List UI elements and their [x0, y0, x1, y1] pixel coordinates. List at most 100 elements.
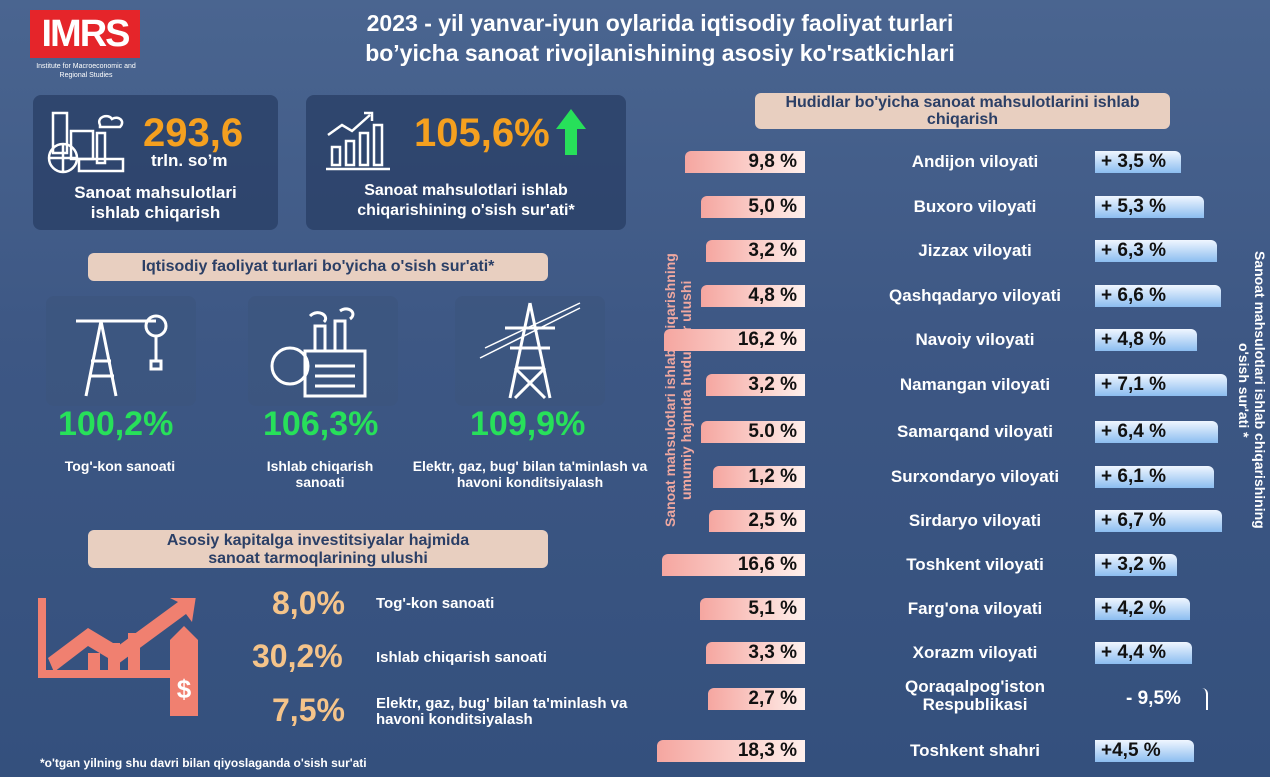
footnote: *o'tgan yilning shu davri bilan qiyoslag…: [40, 756, 367, 770]
growth-bar: + 6,6 %: [1095, 285, 1221, 307]
growth-bar: + 3,5 %: [1095, 151, 1181, 173]
growth-bar: + 3,2 %: [1095, 554, 1177, 576]
investment-growth-icon: $: [38, 598, 198, 716]
power-tower-icon: [479, 302, 581, 400]
growth-bar: + 5,3 %: [1095, 196, 1204, 218]
title-line: Asosiy kapitalga investitsiyalar hajmida: [166, 532, 470, 549]
oil-pump-icon: [76, 314, 168, 397]
region-name: Navoiy viloyati: [915, 330, 1035, 349]
invest-power-value: 7,5%: [272, 692, 345, 728]
region-name: Farg'ona viloyati: [907, 599, 1043, 618]
mining-icon-tile: [46, 296, 196, 406]
dollar-icon: $: [177, 674, 192, 704]
region-name: Namangan viloyati: [899, 375, 1051, 394]
label-line: ishlab chiqarish: [90, 203, 221, 222]
invest-mining-label: Tog'-kon sanoati: [376, 595, 495, 612]
growth-bar: - 9,5%: [1120, 688, 1208, 710]
region-name: Sirdaryo viloyati: [908, 511, 1042, 530]
share-bar: 3,2 %: [706, 374, 805, 396]
kpi-growth-value: 105,6%: [414, 111, 550, 155]
region-row: 1,2 % Surxondaryo viloyati + 6,1 %: [680, 466, 1240, 490]
share-bar: 3,2 %: [706, 240, 805, 262]
invest-mining-value: 8,0%: [272, 585, 345, 621]
factory-icon: [47, 111, 125, 174]
region-row: 5.0 % Samarqand viloyati + 6,4 %: [680, 421, 1240, 445]
chart-title: Hudidlar bo'yicha sanoat mahsulotlarini …: [755, 93, 1170, 129]
growth-bar: +4,5 %: [1095, 740, 1194, 762]
growth-bar: + 4,2 %: [1095, 598, 1190, 620]
growth-bar: + 6,3 %: [1095, 240, 1217, 262]
region-row: 5,1 % Farg'ona viloyati + 4,2 %: [680, 598, 1240, 622]
page-title: 2023 - yil yanvar-iyun oylarida iqtisodi…: [240, 8, 1080, 68]
region-row: 9,8 % Andijon viloyati + 3,5 %: [680, 151, 1240, 175]
share-bar: 16,6 %: [662, 554, 805, 576]
share-bar: 18,3 %: [656, 740, 805, 762]
region-row: 4,8 % Qashqadaryo viloyati + 6,6 %: [680, 285, 1240, 309]
region-name: Samarqand viloyati: [897, 422, 1053, 441]
region-row: 18,3 % Toshkent shahri +4,5 %: [656, 740, 1240, 764]
kpi-production-label: Sanoat mahsulotlari ishlab chiqarish: [33, 183, 278, 223]
region-name: Xorazm viloyati: [912, 643, 1038, 662]
share-bar: 5.0 %: [700, 421, 805, 443]
kpi-production-card: 293,6 trln. so’m Sanoat mahsulotlari ishl…: [33, 95, 278, 230]
growth-bar: + 6,4 %: [1095, 421, 1219, 443]
share-bar: 2,7 %: [708, 688, 805, 710]
region-name: Jizzax viloyati: [918, 241, 1032, 260]
share-bar: 9,8 %: [684, 151, 805, 173]
growth-chart-icon: [326, 111, 390, 171]
power-label: Elektr, gaz, bug' bilan ta'minlash va ha…: [412, 458, 648, 490]
share-bar: 2,5 %: [708, 510, 805, 532]
kpi-growth-label: Sanoat mahsulotlari ishlab chiqarishining…: [306, 181, 626, 221]
region-row: 16,6 % Toshkent viloyati + 3,2 %: [662, 554, 1240, 578]
power-growth-value: 109,9%: [470, 405, 586, 443]
region-name: Toshkent viloyati: [906, 555, 1044, 574]
region-name: Qoraqalpog'iston Respublikasi: [904, 677, 1046, 714]
label-line: chiqarishining o'sish sur'ati*: [357, 202, 575, 219]
growth-section-title: Iqtisodiy faoliyat turlari bo'yicha o'si…: [88, 253, 548, 281]
kpi-growth-card: 105,6% Sanoat mahsulotlari ishlab chiqari…: [306, 95, 626, 230]
region-row: 2,5 % Sirdaryo viloyati + 6,7 %: [680, 510, 1240, 534]
label-line: Sanoat mahsulotlari: [74, 183, 237, 202]
invest-manufacturing-value: 30,2%: [252, 638, 343, 674]
region-name: Andijon viloyati: [911, 152, 1039, 171]
region-row: 3,2 % Namangan viloyati + 7,1 %: [680, 374, 1240, 398]
share-bar: 16,2 %: [663, 329, 805, 351]
share-bar: 4,8 %: [701, 285, 805, 307]
growth-bar: + 6,7 %: [1095, 510, 1223, 532]
power-icon-tile: [455, 296, 605, 406]
growth-bar: + 7,1 %: [1095, 374, 1228, 396]
mining-growth-value: 100,2%: [58, 405, 174, 443]
share-bar: 5,0 %: [700, 196, 805, 218]
invest-section-title: Asosiy kapitalga investitsiyalar hajmida…: [88, 530, 548, 568]
share-bar: 3,3 %: [706, 642, 805, 664]
growth-bar: + 6,1 %: [1095, 466, 1215, 488]
label-line: Sanoat mahsulotlari ishlab: [364, 182, 568, 199]
arrow-up-icon: [556, 109, 586, 155]
kpi-production-unit: trln. so’m: [151, 151, 228, 170]
share-bar: 5,1 %: [700, 598, 805, 620]
logo-subtitle: Institute for Macroeconomic and Regional…: [36, 63, 136, 79]
region-name: Qashqadaryo viloyati: [889, 286, 1061, 305]
factory-gear-icon: [270, 307, 367, 398]
manufacturing-growth-value: 106,3%: [263, 405, 379, 443]
region-name: Toshkent shahri: [909, 741, 1041, 760]
mining-label: Tog'-kon sanoati: [64, 458, 176, 474]
region-name: Buxoro viloyati: [913, 197, 1037, 216]
title-line: sanoat tarmoqlarining ulushi: [208, 550, 428, 567]
title-line1: 2023 - yil yanvar-iyun oylarida iqtisodi…: [366, 10, 954, 36]
region-row: 16,2 % Navoiy viloyati + 4,8 %: [663, 329, 1240, 353]
title-line2: bo’yicha sanoat rivojlanishining asosiy …: [365, 40, 955, 66]
region-row: 5,0 % Buxoro viloyati + 5,3 %: [680, 196, 1240, 220]
region-row: 3,2 % Jizzax viloyati + 6,3 %: [680, 240, 1240, 264]
invest-manufacturing-label: Ishlab chiqarish sanoati: [376, 649, 547, 666]
region-row: 2,7 % Qoraqalpog'iston Respublikasi - 9,5%: [680, 678, 1240, 714]
imrs-logo: IMRS: [30, 10, 140, 58]
manufacturing-icon-tile: [248, 296, 398, 406]
growth-bar: + 4,8 %: [1095, 329, 1198, 351]
manufacturing-label: Ishlab chiqarish sanoati: [266, 458, 374, 490]
invest-power-label: Elektr, gaz, bug' bilan ta'minlash va ha…: [376, 695, 628, 728]
share-bar: 1,2 %: [713, 466, 805, 488]
region-row: 3,3 % Xorazm viloyati + 4,4 %: [680, 642, 1240, 666]
kpi-production-value: 293,6: [143, 111, 244, 155]
region-name: Surxondaryo viloyati: [890, 467, 1060, 486]
